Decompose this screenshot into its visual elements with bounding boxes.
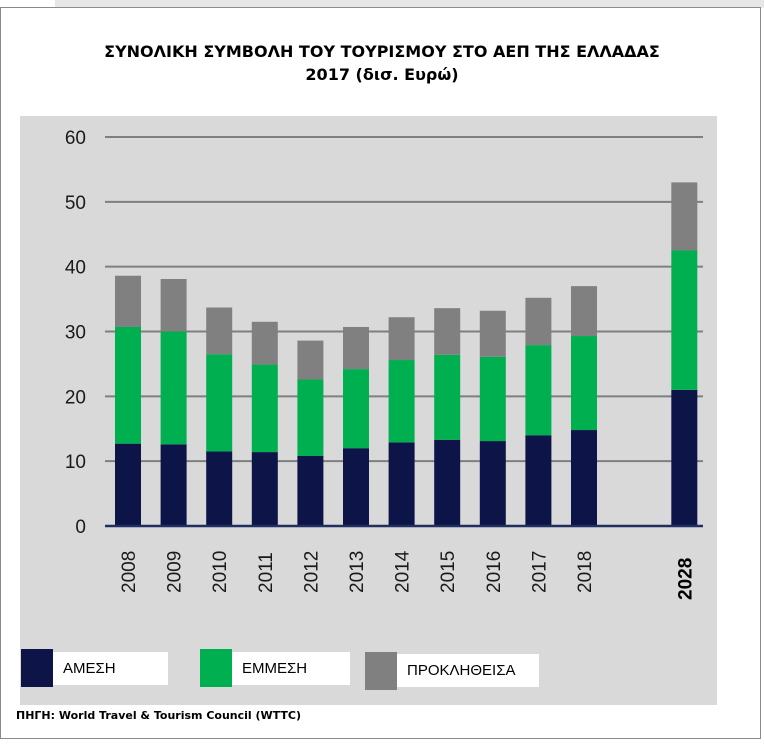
bar-2016-series-0 [479, 441, 506, 526]
bar-2017-series-0 [525, 435, 552, 526]
legend-swatch-induced [365, 652, 397, 690]
x-tick-label: 2009 [165, 551, 186, 593]
x-tick-label: 2008 [119, 551, 140, 593]
bar-2028-series-2 [671, 182, 698, 251]
bar-2014-series-1 [388, 360, 415, 443]
x-tick-label: 2012 [301, 551, 322, 593]
bar-2010-series-0 [206, 451, 233, 526]
x-tick-label: 2015 [438, 551, 459, 593]
bar-2017-series-1 [525, 345, 552, 436]
bar-2018-series-1 [571, 336, 597, 431]
bar-2013-series-2 [343, 326, 369, 370]
bar-2008-series-1 [115, 326, 141, 444]
bar-2011-series-1 [251, 364, 278, 453]
bar-2014-series-2 [388, 317, 415, 361]
bar-2008-series-2 [115, 275, 141, 327]
bar-2012-series-2 [297, 340, 324, 380]
bar-2015-series-0 [434, 439, 461, 526]
bar-2015-series-2 [434, 308, 461, 355]
bar-2009-series-2 [160, 278, 187, 332]
chart-title: ΣΥΝΟΛΙΚΗ ΣΥΜΒΟΛΗ ΤΟΥ ΤΟΥΡΙΣΜΟΥ ΣΤΟ ΑΕΠ Τ… [0, 40, 764, 86]
source-note: ΠΗΓΗ: World Travel & Tourism Council (WT… [16, 709, 302, 722]
bar-2018-series-0 [571, 430, 597, 526]
x-tick-label: 2016 [484, 551, 505, 593]
bar-2014-series-0 [388, 442, 415, 526]
legend-label-direct: ΑΜΕΣΗ [53, 652, 168, 685]
y-tick-label: 60 [65, 128, 86, 149]
bar-2017-series-2 [525, 297, 552, 346]
bar-2012-series-0 [297, 455, 324, 526]
chart-title-line-2: 2017 (δισ. Ευρώ) [305, 65, 459, 84]
chart-title-line-1: ΣΥΝΟΛΙΚΗ ΣΥΜΒΟΛΗ ΤΟΥ ΤΟΥΡΙΣΜΟΥ ΣΤΟ ΑΕΠ Τ… [104, 42, 660, 61]
bar-2010-series-2 [206, 307, 233, 355]
x-tick-label: 2028 [675, 558, 696, 600]
bar-2028-series-1 [671, 250, 698, 390]
y-tick-label: 40 [65, 258, 86, 279]
bar-2018-series-2 [571, 286, 597, 337]
legend-label-indirect: ΕΜΜΕΣΗ [232, 652, 350, 685]
bar-2011-series-2 [251, 321, 278, 365]
x-tick-label: 2017 [529, 551, 550, 593]
y-tick-label: 50 [65, 193, 86, 214]
x-tick-label: 2018 [575, 551, 596, 593]
y-tick-label: 20 [65, 387, 86, 408]
bar-2013-series-1 [343, 369, 369, 449]
legend-swatch-indirect [200, 649, 232, 687]
bar-2011-series-0 [251, 452, 278, 526]
top-strip [55, 0, 764, 8]
bar-2008-series-0 [115, 443, 141, 526]
bar-2012-series-1 [297, 379, 324, 456]
y-tick-label: 0 [75, 517, 86, 538]
x-tick-label: 2010 [210, 551, 231, 593]
y-tick-label: 10 [65, 452, 86, 473]
bar-2015-series-1 [434, 354, 461, 440]
x-tick-label: 2013 [347, 551, 368, 593]
bar-2009-series-0 [160, 444, 187, 526]
legend-label-induced: ΠΡΟΚΛΗΘΕΙΣΑ [397, 654, 539, 687]
bar-2028-series-0 [671, 389, 698, 526]
bar-2013-series-0 [343, 448, 369, 526]
bar-2010-series-1 [206, 354, 233, 452]
bar-2016-series-1 [479, 356, 506, 442]
x-tick-label: 2011 [256, 552, 277, 593]
y-tick-label: 30 [65, 323, 86, 344]
x-tick-label: 2014 [393, 550, 414, 593]
bar-2016-series-2 [479, 310, 506, 357]
legend-swatch-direct [21, 649, 53, 687]
bar-2009-series-1 [160, 331, 187, 445]
